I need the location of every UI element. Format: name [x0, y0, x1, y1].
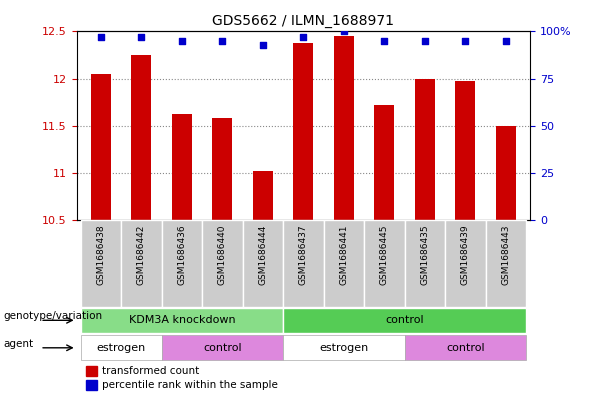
Text: percentile rank within the sample: percentile rank within the sample — [101, 380, 277, 390]
Text: control: control — [385, 315, 424, 325]
FancyBboxPatch shape — [161, 220, 202, 307]
Point — [501, 38, 511, 44]
Text: estrogen: estrogen — [97, 343, 145, 353]
Point — [299, 34, 308, 40]
FancyBboxPatch shape — [283, 335, 405, 360]
FancyBboxPatch shape — [161, 335, 283, 360]
Bar — [496, 126, 516, 220]
FancyBboxPatch shape — [445, 220, 485, 307]
Point — [258, 42, 267, 48]
FancyBboxPatch shape — [243, 220, 283, 307]
Point — [420, 38, 429, 44]
Text: estrogen: estrogen — [319, 343, 369, 353]
Bar — [334, 36, 354, 220]
FancyBboxPatch shape — [485, 220, 526, 307]
FancyBboxPatch shape — [323, 220, 364, 307]
Point — [461, 38, 470, 44]
Text: transformed count: transformed count — [101, 366, 198, 376]
FancyBboxPatch shape — [81, 220, 121, 307]
Text: GSM1686440: GSM1686440 — [218, 224, 227, 285]
Point — [137, 34, 146, 40]
Bar — [253, 171, 273, 220]
Bar — [131, 55, 151, 220]
Bar — [374, 105, 395, 220]
Bar — [415, 79, 435, 220]
Bar — [91, 74, 111, 220]
Text: GSM1686445: GSM1686445 — [380, 224, 389, 285]
FancyBboxPatch shape — [121, 220, 161, 307]
Point — [380, 38, 389, 44]
Title: GDS5662 / ILMN_1688971: GDS5662 / ILMN_1688971 — [213, 14, 394, 28]
Bar — [455, 81, 475, 220]
Bar — [85, 366, 97, 376]
Text: genotype/variation: genotype/variation — [3, 311, 102, 321]
Point — [339, 28, 349, 35]
Text: GSM1686435: GSM1686435 — [421, 224, 429, 285]
Text: control: control — [203, 343, 241, 353]
Text: KDM3A knockdown: KDM3A knockdown — [128, 315, 235, 325]
Text: GSM1686444: GSM1686444 — [259, 224, 267, 285]
FancyBboxPatch shape — [283, 308, 526, 332]
Bar — [85, 380, 97, 390]
Text: GSM1686437: GSM1686437 — [299, 224, 308, 285]
Text: agent: agent — [3, 339, 33, 349]
FancyBboxPatch shape — [364, 220, 405, 307]
Point — [218, 38, 227, 44]
FancyBboxPatch shape — [405, 220, 445, 307]
FancyBboxPatch shape — [405, 335, 526, 360]
Bar — [172, 114, 192, 220]
Bar — [293, 43, 313, 220]
Text: GSM1686439: GSM1686439 — [461, 224, 470, 285]
FancyBboxPatch shape — [81, 308, 283, 332]
Text: GSM1686442: GSM1686442 — [137, 224, 146, 285]
Bar — [212, 118, 233, 220]
Point — [96, 34, 105, 40]
FancyBboxPatch shape — [81, 335, 161, 360]
Point — [177, 38, 187, 44]
Text: GSM1686438: GSM1686438 — [97, 224, 105, 285]
Text: GSM1686436: GSM1686436 — [177, 224, 186, 285]
Text: GSM1686443: GSM1686443 — [501, 224, 510, 285]
FancyBboxPatch shape — [202, 220, 243, 307]
Text: control: control — [446, 343, 485, 353]
FancyBboxPatch shape — [283, 220, 323, 307]
Text: GSM1686441: GSM1686441 — [339, 224, 348, 285]
